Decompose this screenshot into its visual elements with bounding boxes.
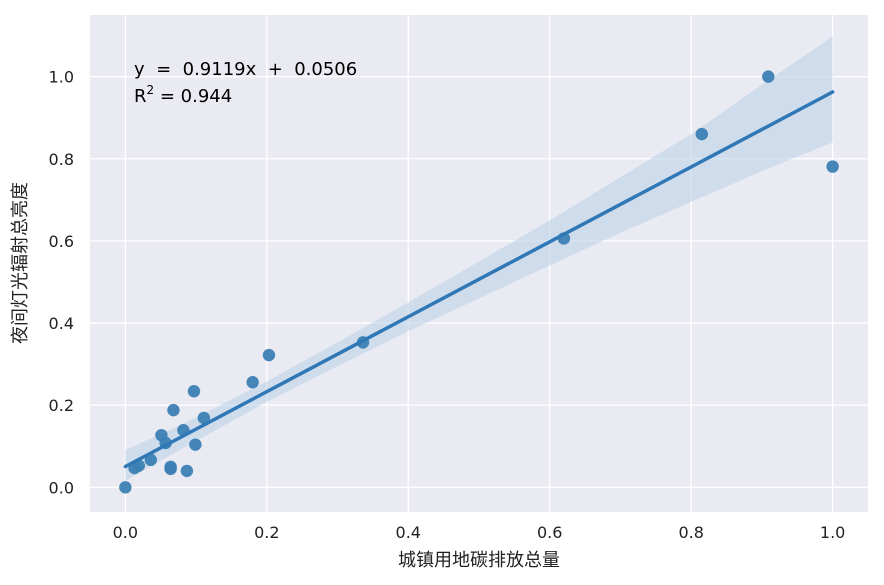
y-tick-label: 0.4 bbox=[49, 314, 74, 333]
regression-line bbox=[123, 90, 835, 469]
r-squared-annotation: R2 = 0.944 bbox=[134, 83, 232, 107]
y-tick-label: 0.6 bbox=[49, 232, 74, 251]
y-tick-label: 0.8 bbox=[49, 150, 74, 169]
scatter-point bbox=[197, 411, 211, 425]
scatter-point bbox=[164, 460, 177, 474]
scatter-point bbox=[144, 453, 158, 467]
scatter-point bbox=[167, 403, 180, 417]
x-tick-label: 0.2 bbox=[254, 523, 279, 542]
scatter-point bbox=[180, 464, 194, 478]
x-tick-label: 0.0 bbox=[113, 523, 138, 542]
confidence-band bbox=[125, 36, 833, 481]
y-tick-label: 0.2 bbox=[49, 396, 74, 415]
scatter-point bbox=[119, 481, 132, 494]
y-tick-label: 1.0 bbox=[49, 68, 74, 87]
scatter-point bbox=[826, 160, 839, 173]
scatter-point bbox=[187, 385, 201, 398]
scatter-point bbox=[262, 348, 276, 362]
confidence-band-area bbox=[125, 36, 833, 481]
r-squared-prefix: R bbox=[134, 86, 147, 107]
r-squared-superscript: 2 bbox=[147, 83, 155, 97]
x-axis-label: 城镇用地碳排放总量 bbox=[398, 550, 560, 571]
regression-equation: y = 0.9119x + 0.0506 bbox=[134, 59, 357, 80]
scatter-point bbox=[246, 376, 259, 389]
y-axis-label: 夜间灯光辐射总亮度 bbox=[10, 182, 31, 344]
x-tick-label: 1.0 bbox=[820, 523, 845, 542]
x-tick-label: 0.6 bbox=[537, 523, 562, 542]
x-tick-label: 0.4 bbox=[396, 523, 421, 542]
scatter-point bbox=[189, 438, 202, 451]
scatter-point bbox=[762, 70, 775, 83]
y-tick-label: 0.0 bbox=[49, 478, 74, 497]
y-tick-labels: 0.0 0.2 0.4 0.6 0.8 1.0 bbox=[49, 68, 74, 498]
x-tick-label: 0.8 bbox=[678, 523, 703, 542]
x-tick-labels: 0.0 0.2 0.4 0.6 0.8 1.0 bbox=[113, 523, 846, 542]
scatter-point bbox=[695, 127, 708, 141]
r-squared-value: = 0.944 bbox=[154, 86, 232, 107]
regression-line-group bbox=[123, 90, 835, 469]
